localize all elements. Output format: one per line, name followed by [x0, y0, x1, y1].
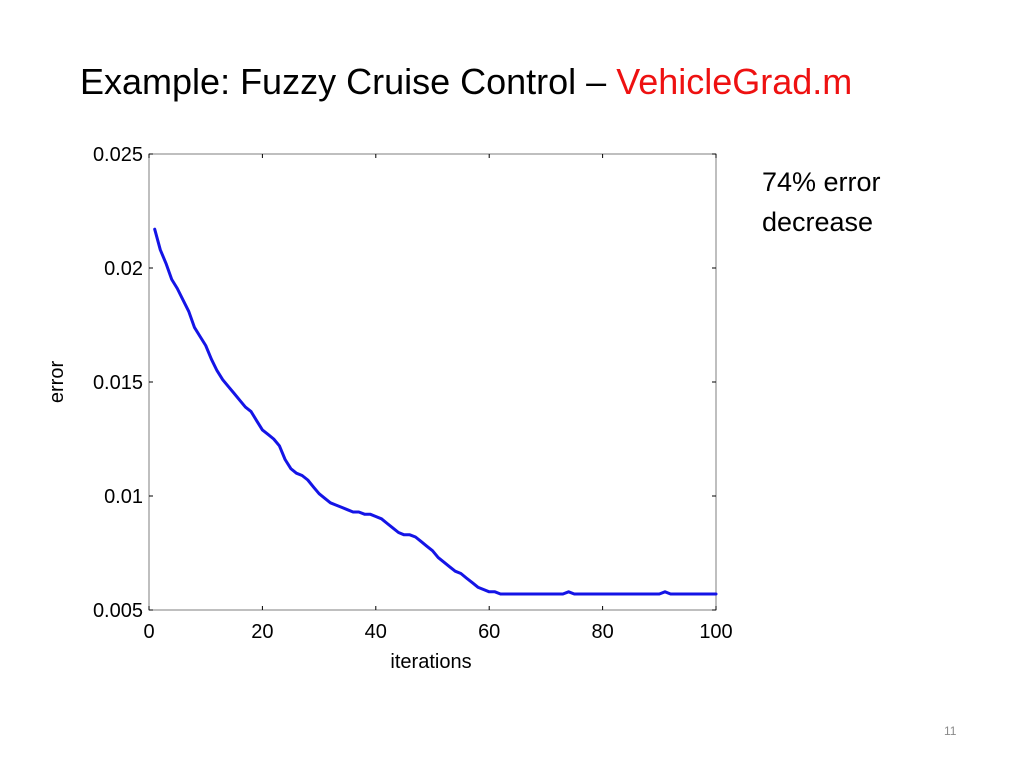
x-tick-label: 20: [251, 621, 273, 643]
y-tick-label: 0.015: [93, 372, 143, 394]
slide-title: Example: Fuzzy Cruise Control – VehicleG…: [80, 58, 852, 106]
plot-area-frame: [148, 153, 717, 611]
y-tick-label: 0.02: [104, 258, 143, 280]
page-number: 11: [944, 724, 957, 738]
title-accent-filename: VehicleGrad.m: [616, 61, 853, 102]
title-main-text: Example: Fuzzy Cruise Control –: [80, 61, 617, 102]
x-tick-label: 100: [699, 621, 732, 643]
y-axis-label: error: [46, 361, 68, 404]
x-tick-label: 40: [365, 621, 387, 643]
x-tick-label: 80: [591, 621, 613, 643]
error-series-line: [153, 227, 718, 596]
annotation-line-2: decrease: [762, 207, 874, 237]
error-decrease-annotation: 74% error decrease: [762, 162, 881, 242]
axis-ticks: [148, 153, 717, 611]
y-tick-label: 0.025: [93, 144, 143, 166]
annotation-line-1: 74% error: [762, 167, 881, 197]
x-tick-label: 60: [478, 621, 500, 643]
x-tick-label: 0: [143, 621, 154, 643]
y-tick-label: 0.01: [104, 486, 143, 508]
axis-tick-labels: 0 20 40 60 80 100 0.005 0.01 0.015 0.02 0.025: [93, 144, 733, 643]
y-tick-label: 0.005: [93, 600, 143, 622]
x-axis-label: iterations: [390, 651, 471, 673]
